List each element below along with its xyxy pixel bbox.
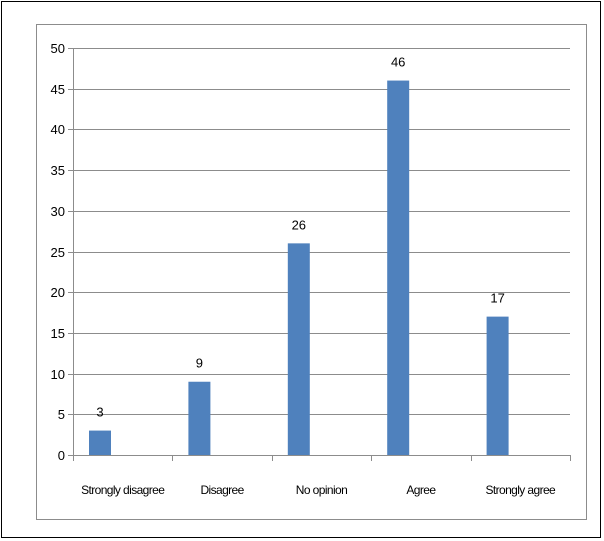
y-tick-label: 10	[51, 367, 65, 382]
bar-strongly-disagree	[89, 430, 111, 455]
y-tick-label: 0	[58, 448, 65, 463]
data-label: 3	[96, 405, 103, 420]
x-category-label: Strongly agree	[485, 483, 556, 497]
x-category-label: Strongly disagree	[81, 483, 165, 497]
y-tick-label: 30	[51, 204, 65, 219]
data-label: 46	[391, 55, 405, 70]
labels: 0 5 10 15 20 25 30 35 40 45 50 3 Strongly disagree 9 D…	[51, 41, 557, 497]
gridlines	[68, 48, 570, 456]
bar-strongly-agree	[486, 316, 509, 455]
data-label: 26	[292, 217, 306, 232]
y-tick-label: 25	[51, 245, 65, 260]
y-tick-label: 50	[51, 41, 65, 56]
y-tick-label: 20	[51, 285, 65, 300]
data-label: 9	[196, 356, 203, 371]
data-label: 17	[490, 291, 504, 306]
y-tick-label: 40	[51, 122, 65, 137]
bar-agree	[387, 80, 410, 455]
y-tick-label: 45	[51, 82, 65, 97]
x-category-label: Agree	[406, 483, 436, 497]
y-tick-label: 5	[58, 407, 65, 422]
y-tick-label: 15	[51, 326, 65, 341]
bar-no-opinion	[287, 243, 310, 455]
y-tick-label: 35	[51, 163, 65, 178]
bar-disagree	[188, 381, 211, 455]
bars	[89, 80, 509, 455]
x-category-label: No opinion	[296, 483, 347, 497]
x-category-label: Disagree	[200, 483, 244, 497]
axes	[73, 48, 571, 461]
